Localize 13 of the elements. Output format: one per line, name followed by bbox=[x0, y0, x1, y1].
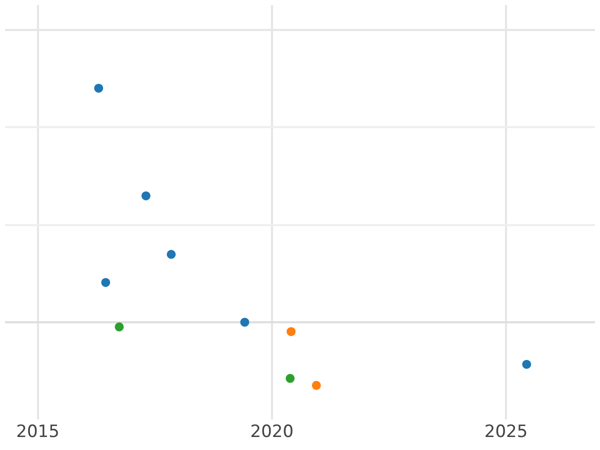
point bbox=[114, 322, 124, 332]
point bbox=[286, 374, 295, 383]
x-tick-label: 2015 bbox=[16, 422, 60, 442]
point bbox=[522, 360, 532, 369]
x-tick-label: 2020 bbox=[250, 422, 294, 442]
point bbox=[166, 250, 176, 259]
point bbox=[286, 327, 296, 336]
point bbox=[312, 380, 321, 390]
point bbox=[101, 278, 110, 287]
point bbox=[94, 84, 104, 93]
point bbox=[240, 318, 250, 327]
x-tick-label: 2025 bbox=[484, 422, 528, 442]
point bbox=[141, 191, 150, 200]
